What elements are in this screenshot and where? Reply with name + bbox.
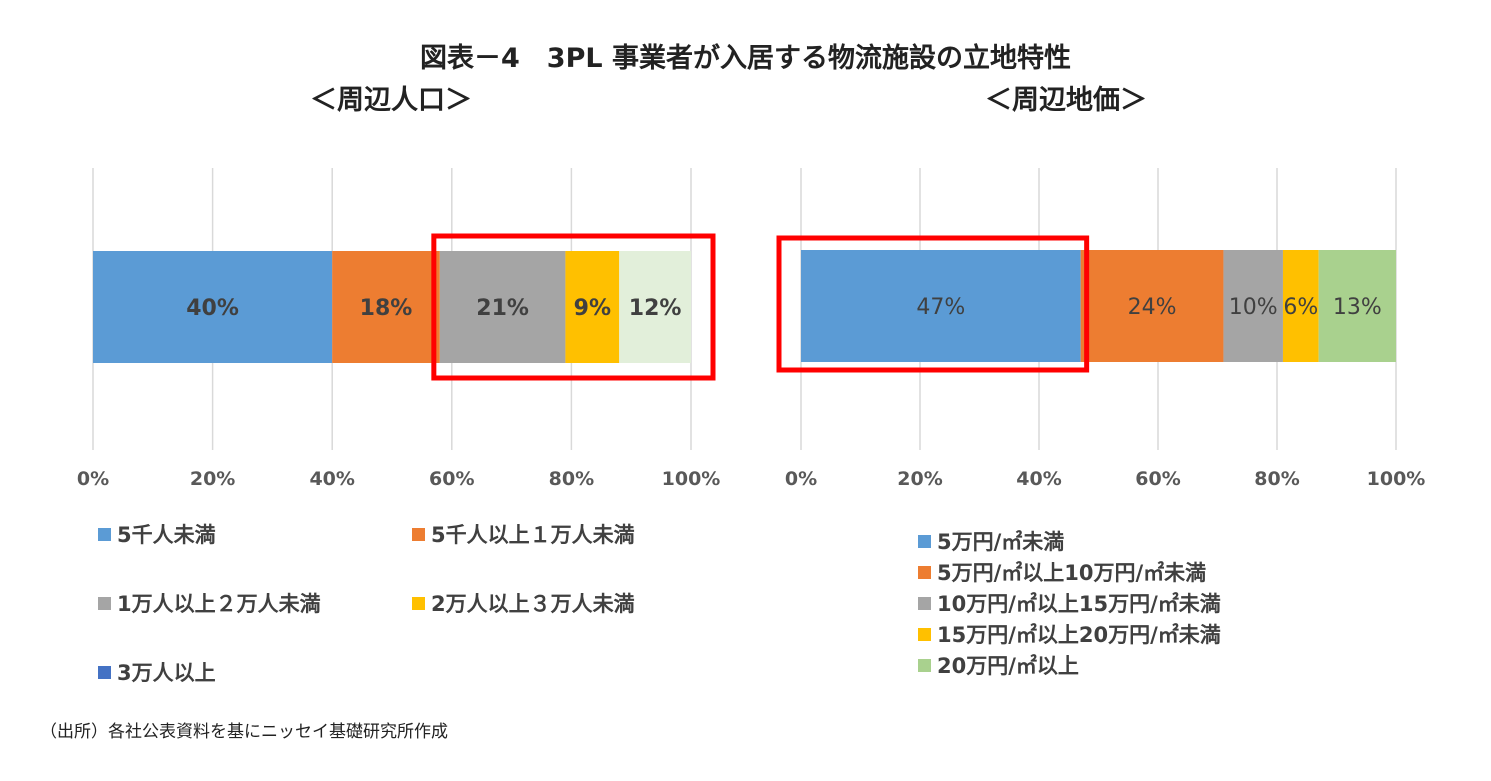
legend-swatch (98, 665, 111, 679)
legend-label: 5千人以上１万人未満 (431, 523, 635, 547)
left-chart-subtitle: ＜周辺人口＞ (310, 85, 472, 116)
data-label: 6% (1283, 295, 1318, 320)
right-chart-subtitle: ＜周辺地価＞ (985, 85, 1147, 116)
bar-segment (1223, 250, 1283, 362)
legend-swatch (98, 527, 111, 541)
legend-swatch (918, 627, 931, 641)
legend-label: 15万円/㎡以上20万円/㎡未満 (937, 623, 1221, 647)
legend-swatch (412, 596, 425, 610)
x-tick-label: 20% (190, 468, 235, 490)
legend-label: 5千人未満 (117, 523, 216, 547)
x-tick-label: 0% (785, 468, 817, 490)
legend-item: 20万円/㎡以上 (918, 650, 1079, 680)
legend-label: 5万円/㎡以上10万円/㎡未満 (937, 561, 1207, 585)
legend-swatch (918, 534, 931, 548)
legend-item: 1万人以上２万人未満 (98, 588, 321, 618)
legend-label: 10万円/㎡以上15万円/㎡未満 (937, 592, 1221, 616)
bar-segment (1318, 250, 1396, 362)
legend-label: 1万人以上２万人未満 (117, 592, 321, 616)
data-label: 10% (1229, 295, 1278, 320)
data-label: 40% (186, 296, 239, 321)
data-label: 21% (476, 296, 529, 321)
data-label: 47% (916, 295, 965, 320)
bar-segment (1080, 250, 1224, 362)
legend-item: 5万円/㎡未満 (918, 526, 1064, 556)
bar-segment (619, 251, 691, 363)
legend-item: 5万円/㎡以上10万円/㎡未満 (918, 557, 1206, 587)
legend-item: 10万円/㎡以上15万円/㎡未満 (918, 588, 1221, 618)
legend-item: 3万人以上 (98, 657, 216, 687)
highlight-box (776, 235, 1090, 373)
data-label: 13% (1333, 295, 1382, 320)
legend-item: 5千人以上１万人未満 (412, 519, 635, 549)
legend-swatch (918, 658, 931, 672)
bar-segment (801, 250, 1081, 362)
legend-item: 5千人未満 (98, 519, 216, 549)
legend-item: 2万人以上３万人未満 (412, 588, 635, 618)
x-tick-label: 60% (1135, 468, 1180, 490)
bar-segment (565, 251, 620, 363)
data-label: 18% (360, 296, 413, 321)
legend-label: 20万円/㎡以上 (937, 654, 1079, 678)
bar-segment (332, 251, 440, 363)
x-tick-label: 40% (309, 468, 354, 490)
bar-segment (93, 251, 333, 363)
legend-label: 2万人以上３万人未満 (431, 592, 635, 616)
bar-segment (439, 251, 566, 363)
chart-title: 図表－4 3PL 事業者が入居する物流施設の立地特性 (420, 43, 1071, 74)
x-tick-label: 80% (549, 468, 594, 490)
x-tick-label: 100% (1367, 468, 1426, 490)
x-tick-label: 100% (662, 468, 721, 490)
legend-label: 5万円/㎡未満 (937, 530, 1065, 554)
x-tick-label: 20% (897, 468, 942, 490)
x-tick-label: 0% (77, 468, 109, 490)
legend-swatch (918, 565, 931, 579)
data-label: 9% (574, 296, 611, 321)
x-tick-label: 40% (1016, 468, 1061, 490)
bar-segment (1282, 250, 1319, 362)
data-label: 24% (1128, 295, 1177, 320)
source-note: （出所）各社公表資料を基にニッセイ基礎研究所作成 (40, 722, 448, 742)
data-label: 12% (629, 296, 682, 321)
legend-label: 3万人以上 (117, 661, 216, 685)
x-tick-label: 60% (429, 468, 474, 490)
highlight-box (431, 233, 716, 381)
legend-swatch (918, 596, 931, 610)
x-tick-label: 80% (1254, 468, 1299, 490)
legend-item: 15万円/㎡以上20万円/㎡未満 (918, 619, 1221, 649)
legend-swatch (98, 596, 111, 610)
legend-swatch (412, 527, 425, 541)
